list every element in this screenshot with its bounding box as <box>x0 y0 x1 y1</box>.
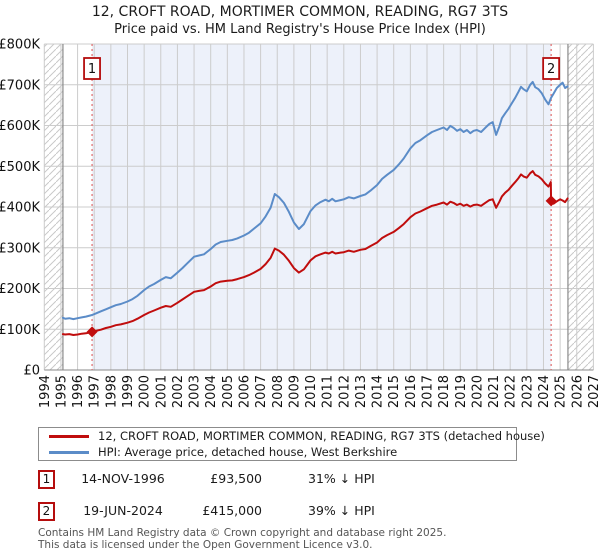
y-tick-label: £600K <box>0 119 40 134</box>
page-title: 12, CROFT ROAD, MORTIMER COMMON, READING… <box>91 4 509 20</box>
sale-date: 19-JUN-2024 <box>83 503 163 518</box>
legend-label-property: 12, CROFT ROAD, MORTIMER COMMON, READING… <box>98 429 545 443</box>
x-tick-label: 2016 <box>404 375 419 408</box>
x-tick-label: 2013 <box>354 375 369 408</box>
transaction-row: 2 19-JUN-2024 £415,000 39% ↓ HPI <box>0 502 600 522</box>
x-tick-label: 2019 <box>454 375 469 408</box>
x-tick-label: 1998 <box>104 375 119 408</box>
x-tick-label: 2025 <box>554 375 569 408</box>
y-tick-label: £100K <box>0 323 40 338</box>
footer-line-1: Contains HM Land Registry data © Crown c… <box>38 527 447 539</box>
y-tick-label: £700K <box>0 78 40 93</box>
sale-point-diamond <box>545 195 557 207</box>
x-tick-label: 1999 <box>121 375 136 408</box>
y-tick-label: £300K <box>0 241 40 256</box>
x-tick-label: 2009 <box>287 375 302 408</box>
sale-point-diamond <box>86 326 98 338</box>
x-tick-label: 1996 <box>71 375 86 408</box>
x-tick-label: 2000 <box>138 375 153 408</box>
page-subtitle: Price paid vs. HM Land Registry's House … <box>114 22 486 37</box>
x-tick-label: 2014 <box>371 375 386 408</box>
x-tick-label: 2018 <box>437 375 452 408</box>
x-tick-label: 2012 <box>337 375 352 408</box>
x-tick-label: 2020 <box>470 375 485 408</box>
sale-marker-number: 1 <box>88 62 96 77</box>
x-tick-label: 2022 <box>504 375 519 408</box>
x-tick-label: 2001 <box>154 375 169 408</box>
sale-price: £93,500 <box>210 471 262 486</box>
sale-marker-number: 2 <box>547 62 555 77</box>
sale-marker-box <box>542 57 561 80</box>
sale-number-badge: 2 <box>38 502 55 521</box>
y-tick-label: £400K <box>0 201 40 216</box>
transaction-row: 1 14-NOV-1996 £93,500 31% ↓ HPI <box>0 470 600 490</box>
x-tick-label: 2024 <box>537 375 552 408</box>
x-tick-label: 2015 <box>387 375 402 408</box>
x-tick-label: 2007 <box>254 375 269 408</box>
legend-row-property: 12, CROFT ROAD, MORTIMER COMMON, READING… <box>39 429 545 443</box>
sale-hpi-diff: 31% ↓ HPI <box>308 471 375 486</box>
series-line-hpi <box>61 80 569 321</box>
x-tick-label: 1997 <box>88 375 103 408</box>
x-tick-label: 2003 <box>188 375 203 408</box>
y-tick-label: £0 <box>23 364 40 379</box>
y-tick-label: £800K <box>0 38 40 53</box>
series-line-property <box>61 170 569 336</box>
footer-line-2: This data is licensed under the Open Gov… <box>38 538 373 551</box>
price-history-chart: 1 2 £0 £100K £200K £300K £400K £500K £600K £700K £… <box>0 38 600 409</box>
x-tick-label: 2021 <box>487 375 502 408</box>
x-tick-label: 1995 <box>54 375 69 408</box>
x-tick-label: 2005 <box>221 375 236 408</box>
sale-hpi-diff: 39% ↓ HPI <box>308 503 375 518</box>
x-tick-label: 2017 <box>421 375 436 408</box>
x-tick-label: 2026 <box>570 375 585 408</box>
x-tick-label: 1994 <box>38 375 53 408</box>
x-tick-label: 2004 <box>204 375 219 408</box>
y-tick-label: £500K <box>0 160 40 175</box>
sale-number-badge: 1 <box>38 470 55 489</box>
x-tick-label: 2010 <box>304 375 319 408</box>
chart-legend: 12, CROFT ROAD, MORTIMER COMMON, READING… <box>38 427 545 461</box>
x-tick-label: 2002 <box>171 375 186 408</box>
y-tick-label: £200K <box>0 282 40 297</box>
license-footer: Contains HM Land Registry data © Crown c… <box>38 527 598 551</box>
x-tick-label: 2006 <box>237 375 252 408</box>
x-tick-label: 2027 <box>587 375 600 408</box>
x-tick-label: 2023 <box>520 375 535 408</box>
sale-marker-box <box>83 57 101 80</box>
sale-date: 14-NOV-1996 <box>81 471 165 486</box>
x-tick-label: 2011 <box>321 375 336 408</box>
sale-price: £415,000 <box>202 503 262 518</box>
legend-row-hpi: HPI: Average price, detached house, West… <box>39 445 516 459</box>
legend-label-hpi: HPI: Average price, detached house, West… <box>98 445 398 459</box>
hpi-line-swatch <box>49 450 89 454</box>
property-line-swatch <box>49 434 89 438</box>
x-tick-label: 2008 <box>271 375 286 408</box>
